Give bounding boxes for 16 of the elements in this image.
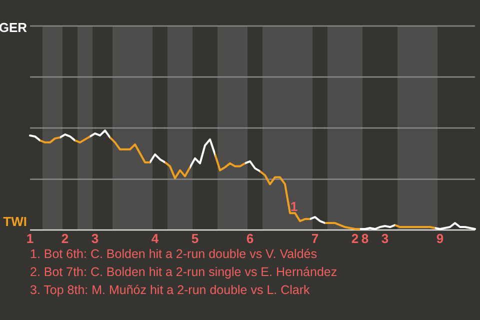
text: 3. Top 8th: M. Muñóz hit a 2-run double vs L. Clark [30,283,311,297]
x-tick-label: 1 [26,231,34,246]
x-tick-label: 8 [361,231,369,246]
annotation: 1 [290,199,298,214]
text: TWI [3,214,27,229]
x-tick-label: 6 [246,231,254,246]
x-tick-label: 2 [61,231,69,246]
x-tick-label: 5 [191,231,199,246]
text: 2. Bot 7th: C. Bolden hit a 2-run single vs E. Hernández [30,265,338,279]
x-tick-label: 2 [351,231,359,246]
x-tick-label: 4 [151,231,160,246]
x-tick-label: 9 [436,231,444,246]
text: 1. Bot 6th: C. Bolden hit a 2-run double vs V. Valdés [30,247,317,261]
x-tick-label: 3 [91,231,99,246]
x-tick-label: 7 [311,231,319,246]
x-tick-label: 3 [381,231,389,246]
